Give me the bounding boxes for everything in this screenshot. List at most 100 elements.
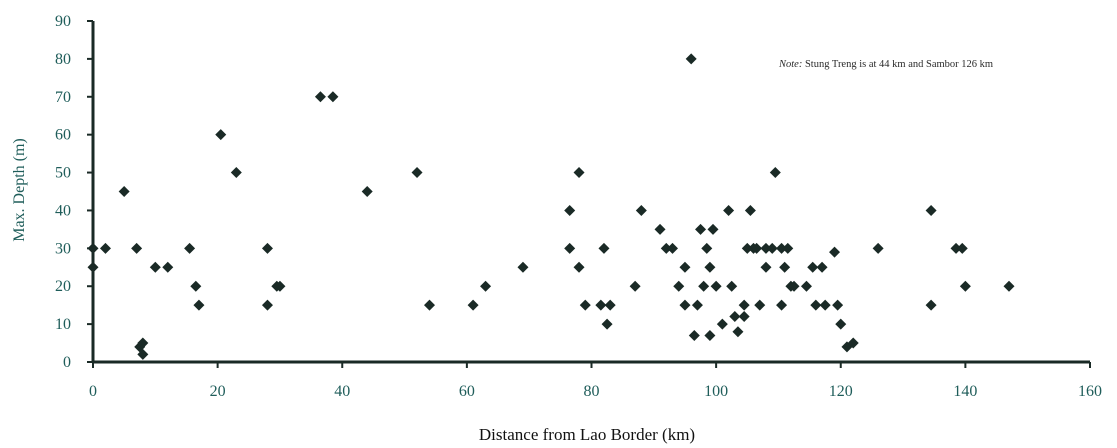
y-tick-label: 20 [55, 278, 71, 295]
annotation-prefix: Note: [778, 59, 802, 70]
data-points [87, 53, 1015, 360]
data-point [816, 261, 828, 273]
data-point [738, 311, 750, 323]
chart-annotation: Note: Stung Treng is at 44 km and Sambor… [778, 59, 993, 70]
data-point [925, 299, 937, 311]
data-point [776, 299, 788, 311]
data-point [695, 223, 707, 235]
data-point [723, 204, 735, 216]
x-tick-label: 160 [1078, 383, 1102, 400]
data-point [701, 242, 713, 254]
data-point [847, 337, 859, 349]
data-point [691, 299, 703, 311]
data-point [829, 246, 841, 258]
data-point [710, 280, 722, 292]
y-tick-label: 30 [55, 240, 71, 257]
data-point [744, 204, 756, 216]
data-point [274, 280, 286, 292]
data-point [215, 129, 227, 141]
x-tick-label: 140 [953, 383, 977, 400]
data-point [667, 242, 679, 254]
data-point [314, 91, 326, 103]
data-point [118, 186, 130, 197]
data-point [807, 261, 819, 273]
data-point [716, 318, 728, 330]
data-point [423, 299, 435, 311]
data-point [87, 261, 99, 273]
y-tick-label: 10 [55, 316, 71, 333]
data-point [193, 299, 205, 311]
y-tick-label: 70 [55, 89, 71, 106]
data-point [327, 91, 339, 103]
data-point [99, 242, 111, 254]
data-point [573, 167, 585, 179]
data-point [810, 299, 822, 311]
data-point [131, 242, 143, 254]
data-point [751, 242, 763, 254]
data-point [149, 261, 161, 273]
x-tick-label: 60 [459, 383, 475, 400]
data-point [782, 242, 794, 254]
data-point [704, 261, 716, 273]
x-tick-label: 80 [584, 383, 600, 400]
data-point [754, 299, 766, 311]
data-point [573, 261, 585, 273]
data-point [738, 299, 750, 311]
x-tick-label: 0 [89, 383, 97, 400]
data-point [729, 311, 741, 323]
data-point [601, 318, 613, 330]
y-axis-ticks: 0 10 20 30 40 50 60 70 80 90 [55, 13, 93, 371]
data-point [959, 280, 971, 292]
data-point [835, 318, 847, 330]
data-point [760, 261, 772, 273]
x-axis-label: Distance from Lao Border (km) [479, 425, 695, 444]
data-point [137, 348, 149, 360]
data-point [925, 204, 937, 216]
y-axis-label: Max. Depth (m) [11, 138, 28, 242]
data-point [230, 167, 242, 179]
data-point [190, 280, 202, 292]
data-point [741, 242, 753, 254]
data-point [564, 242, 576, 254]
data-point [184, 242, 196, 254]
data-point [598, 242, 610, 254]
data-point [726, 280, 738, 292]
x-tick-label: 120 [829, 383, 853, 400]
data-point [766, 242, 778, 254]
data-point [707, 223, 719, 235]
data-point [673, 280, 685, 292]
data-point [564, 204, 576, 216]
data-point [769, 167, 781, 179]
data-point [162, 261, 174, 273]
data-point [760, 242, 772, 254]
y-tick-label: 0 [63, 354, 71, 371]
data-point [698, 280, 710, 292]
x-tick-label: 100 [704, 383, 728, 400]
data-point [872, 242, 884, 254]
annotation-text: Stung Treng is at 44 km and Sambor 126 k… [802, 59, 993, 70]
data-point [704, 329, 716, 341]
data-point [779, 261, 791, 273]
data-point [956, 242, 968, 254]
data-point [629, 280, 641, 292]
data-point [579, 299, 591, 311]
data-point [832, 299, 844, 311]
y-tick-label: 80 [55, 51, 71, 68]
data-point [467, 299, 479, 311]
x-tick-label: 20 [210, 383, 226, 400]
y-tick-label: 40 [55, 202, 71, 219]
x-tick-label: 40 [334, 383, 350, 400]
data-point [361, 186, 373, 197]
data-point [635, 204, 647, 216]
data-point [688, 329, 700, 341]
data-point [261, 299, 273, 311]
data-point [261, 242, 273, 254]
data-point [679, 261, 691, 273]
data-point [732, 326, 744, 338]
data-point [788, 280, 800, 292]
data-point [654, 223, 666, 235]
data-point [1003, 280, 1015, 292]
data-point [595, 299, 607, 311]
